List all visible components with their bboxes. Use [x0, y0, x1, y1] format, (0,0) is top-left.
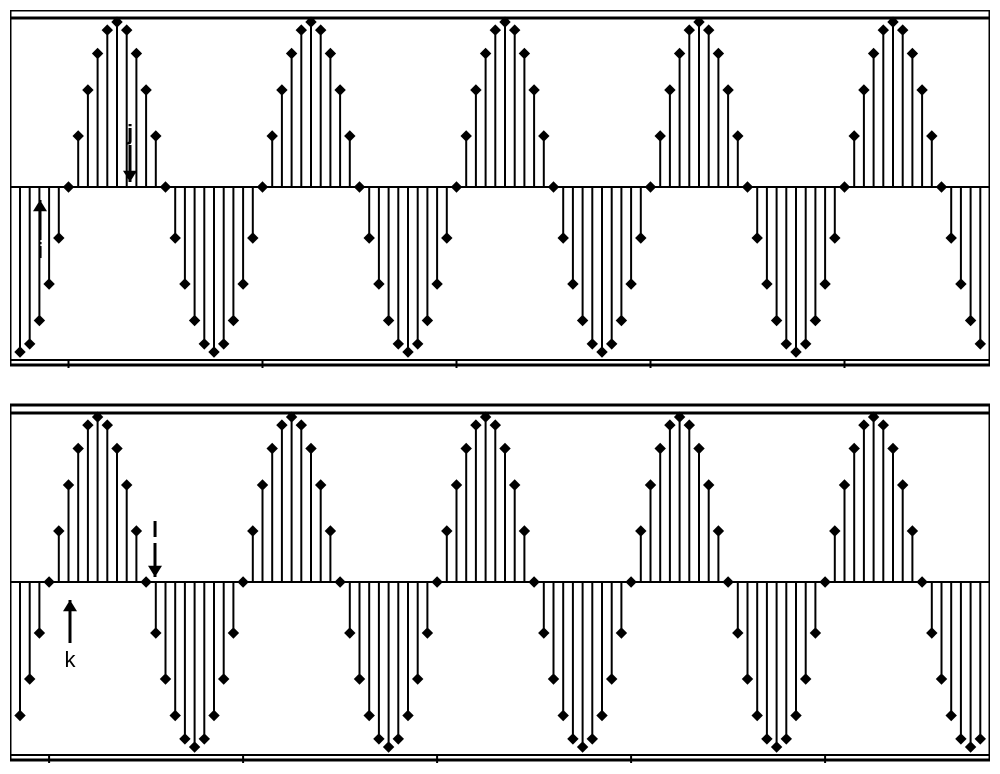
- label-l: l: [152, 517, 158, 542]
- label-i: i: [37, 238, 43, 263]
- label-k: k: [65, 647, 77, 672]
- waveform-figure: i j k l: [10, 10, 990, 764]
- label-j: j: [126, 120, 133, 145]
- chart-container: i j k l: [10, 10, 990, 764]
